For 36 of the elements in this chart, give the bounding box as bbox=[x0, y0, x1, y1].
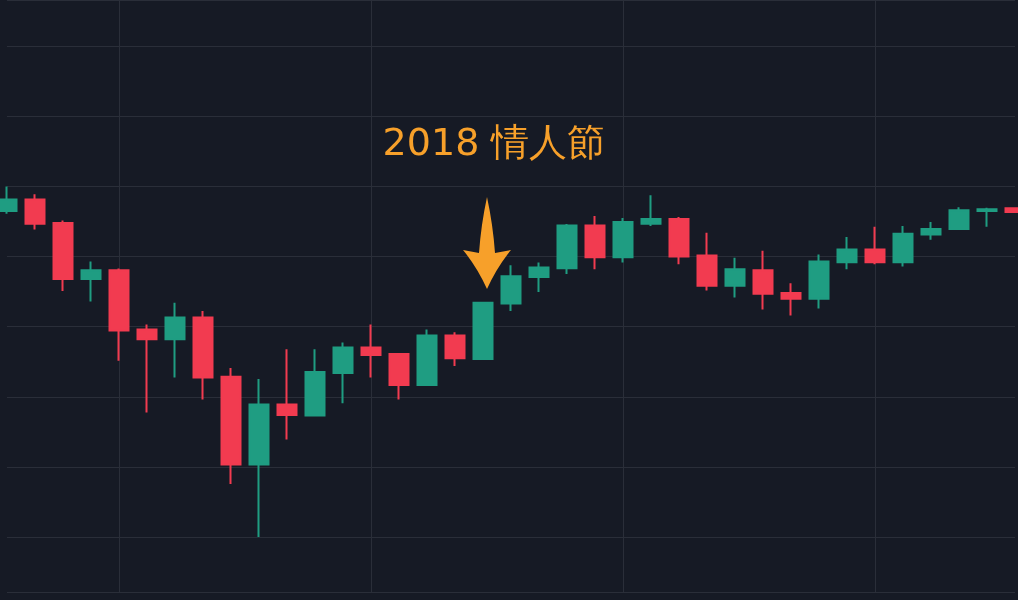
candlestick bbox=[248, 377, 270, 539]
candlestick bbox=[332, 341, 354, 405]
candlestick bbox=[52, 219, 74, 292]
candlestick bbox=[864, 225, 886, 266]
candlestick bbox=[892, 225, 914, 268]
candlestick bbox=[360, 323, 382, 379]
candlestick bbox=[472, 300, 494, 360]
text: 2018 情人節 bbox=[382, 120, 606, 164]
candlestick bbox=[584, 214, 606, 271]
candlestick bbox=[696, 231, 718, 292]
candlestick bbox=[976, 206, 998, 228]
candlestick bbox=[24, 193, 46, 231]
candlestick bbox=[836, 235, 858, 271]
candlestick bbox=[528, 261, 550, 293]
candlestick bbox=[948, 206, 970, 230]
candlestick bbox=[500, 264, 522, 312]
candlestick bbox=[304, 348, 326, 418]
candlestick bbox=[780, 282, 802, 317]
candlestick bbox=[752, 249, 774, 311]
candlestick bbox=[612, 217, 634, 264]
candlestick bbox=[556, 222, 578, 276]
candlestick bbox=[276, 348, 298, 441]
candlestick bbox=[640, 194, 662, 228]
candlestick bbox=[668, 215, 690, 266]
candlestick bbox=[220, 367, 242, 486]
candlestick bbox=[80, 260, 102, 303]
candlestick bbox=[164, 301, 186, 379]
candlestick bbox=[920, 220, 942, 241]
candlestick bbox=[724, 256, 746, 299]
candlestick bbox=[808, 253, 830, 310]
candlestick bbox=[388, 353, 410, 401]
candlestick bbox=[416, 328, 438, 386]
candlestick bbox=[136, 323, 158, 414]
candlestick bbox=[192, 309, 214, 401]
candlestick bbox=[108, 267, 130, 362]
candlestick bbox=[444, 331, 466, 367]
